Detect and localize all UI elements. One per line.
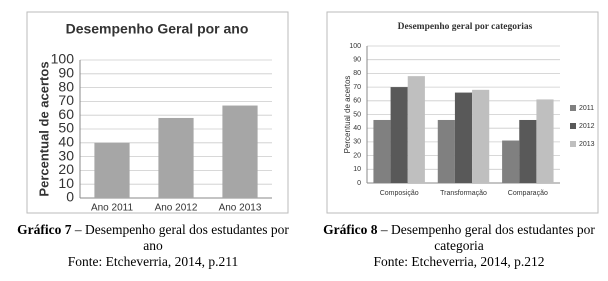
y-tick-label: 60 xyxy=(58,106,74,122)
bar xyxy=(519,119,537,183)
bar xyxy=(437,119,455,183)
chart-title: Desempenho Geral por ano xyxy=(66,21,249,37)
y-tick-label: 70 xyxy=(353,84,361,91)
y-tick-label: 80 xyxy=(353,70,361,77)
bar xyxy=(222,105,258,198)
y-tick-label: 50 xyxy=(353,111,361,118)
legend-label: 2013 xyxy=(579,141,595,148)
bar xyxy=(373,119,391,183)
y-tick-label: 0 xyxy=(66,189,74,205)
bar xyxy=(94,142,130,198)
bar xyxy=(407,76,425,183)
legend-swatch xyxy=(570,123,576,129)
legend-label: 2011 xyxy=(579,105,594,112)
y-tick-label: 80 xyxy=(58,78,74,94)
caption-text: – Desempenho geral dos estudantes por ca… xyxy=(377,222,595,253)
y-tick-label: 30 xyxy=(58,147,74,163)
y-tick-label: 100 xyxy=(51,51,75,67)
chart-title: Desempenho geral por categorias xyxy=(398,22,533,32)
y-tick-label: 30 xyxy=(353,139,361,146)
legend-swatch xyxy=(570,105,576,111)
x-tick-label: Transformação xyxy=(440,190,487,197)
legend-label: 2012 xyxy=(579,123,595,130)
bar xyxy=(536,99,554,183)
y-axis-label: Percentual de acertos xyxy=(343,76,352,154)
caption: Gráfico 8 – Desempenho geral dos estudan… xyxy=(314,222,604,270)
caption-source: Fonte: Etcheverria, 2014, p.212 xyxy=(373,254,545,269)
y-tick-label: 60 xyxy=(353,98,361,105)
y-tick-label: 90 xyxy=(353,57,361,64)
y-axis-label: Percentual de acertos xyxy=(36,61,51,196)
y-tick-label: 20 xyxy=(58,161,74,177)
y-tick-label: 10 xyxy=(58,175,74,191)
bar xyxy=(390,87,408,183)
y-tick-label: 90 xyxy=(58,65,74,81)
y-tick-label: 40 xyxy=(353,125,361,132)
y-tick-label: 0 xyxy=(357,180,361,187)
x-tick-label: Ano 2011 xyxy=(91,203,134,214)
bar xyxy=(454,92,473,183)
x-tick-label: Ano 2012 xyxy=(155,203,198,214)
bar xyxy=(472,89,490,183)
legend-swatch xyxy=(570,141,576,147)
charts: Desempenho Geral por ano Percentual de ac… xyxy=(26,11,599,214)
caption-label: Gráfico 7 xyxy=(17,222,72,237)
y-tick-label: 40 xyxy=(58,134,74,150)
x-tick-label: Composição xyxy=(380,190,419,197)
caption-label: Gráfico 8 xyxy=(323,222,378,237)
x-tick-label: Ano 2013 xyxy=(219,203,262,214)
y-tick-label: 100 xyxy=(349,43,361,50)
y-tick-label: 10 xyxy=(353,166,361,173)
y-tick-label: 50 xyxy=(58,120,74,136)
bar xyxy=(502,140,520,183)
x-tick-label: Comparação xyxy=(508,190,548,197)
bar xyxy=(158,117,194,198)
y-tick-label: 70 xyxy=(58,92,74,108)
caption-text: – Desempenho geral dos estudantes por an… xyxy=(71,222,289,253)
caption-source: Fonte: Etcheverria, 2014, p.211 xyxy=(67,254,239,269)
y-tick-label: 20 xyxy=(353,152,361,159)
caption: Gráfico 7 – Desempenho geral dos estudan… xyxy=(8,222,298,270)
